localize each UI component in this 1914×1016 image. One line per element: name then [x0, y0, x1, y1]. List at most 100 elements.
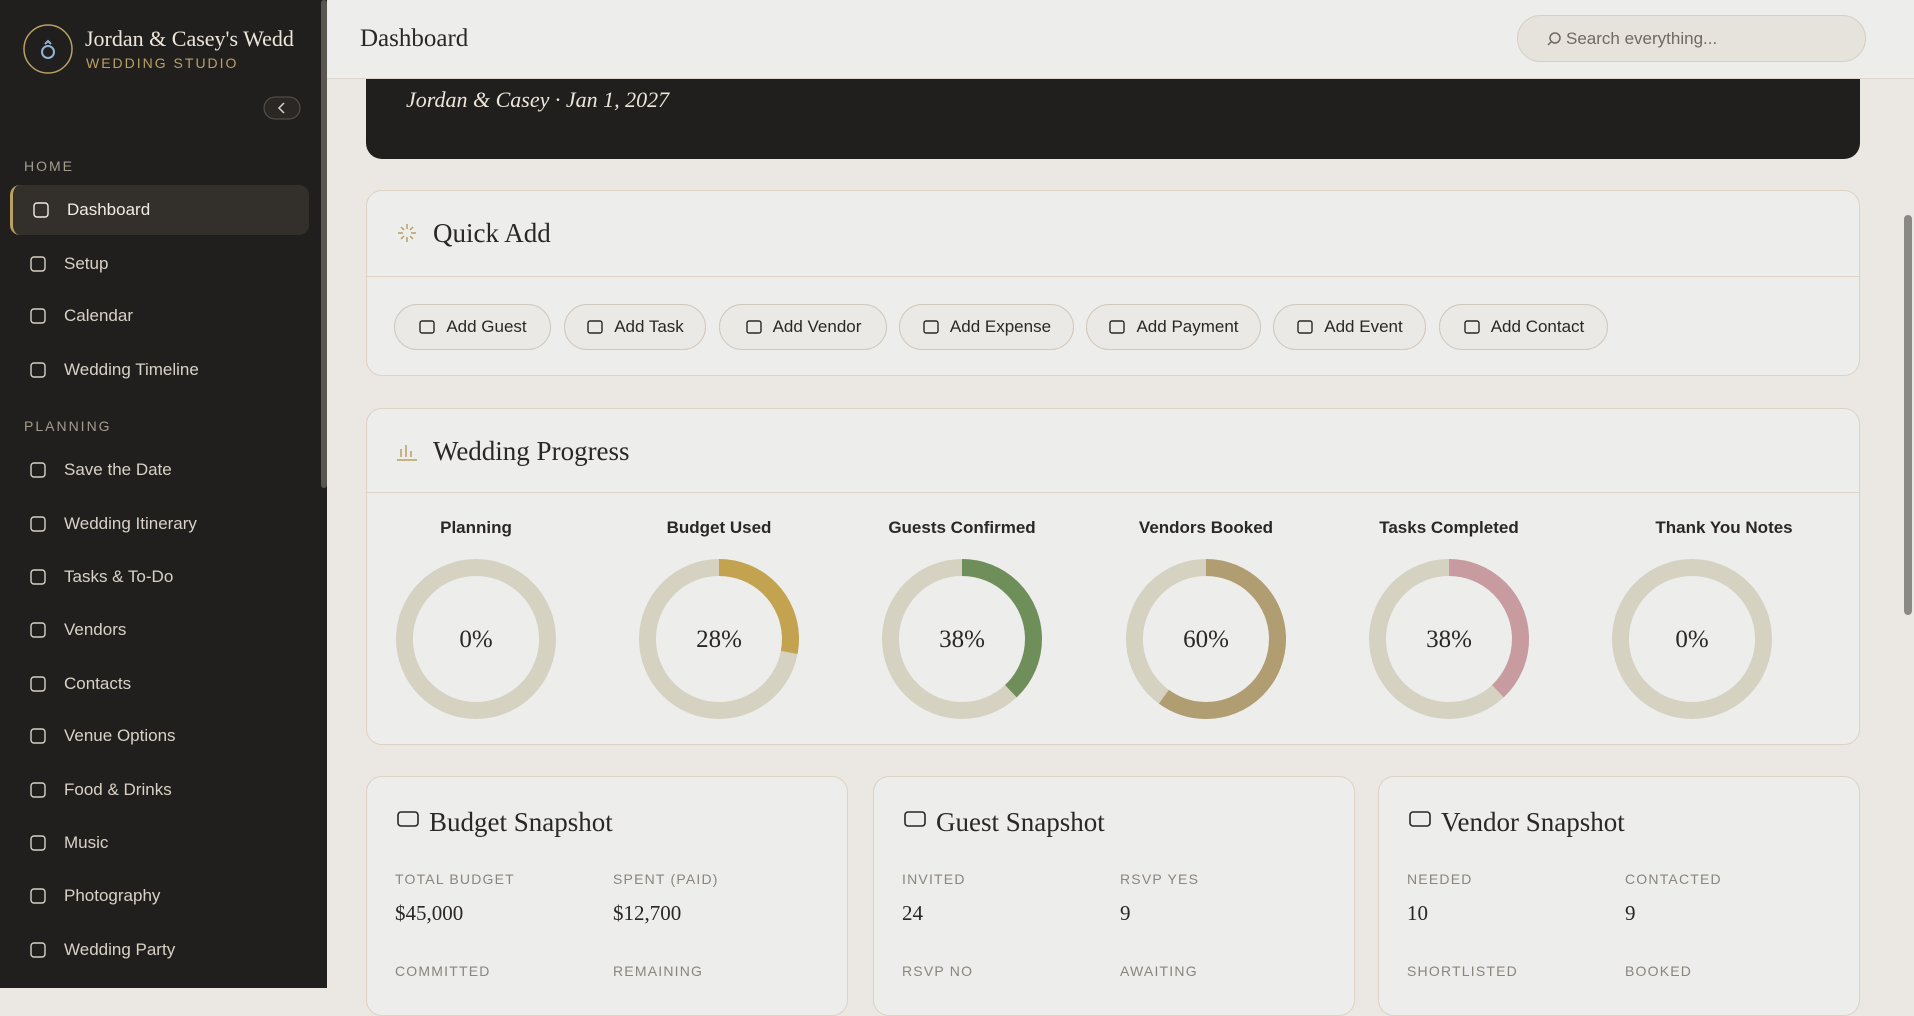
nav-item[interactable]: Setup [10, 239, 309, 289]
quick-add-button[interactable]: Add Contact [1439, 304, 1608, 350]
nav-label: Contacts [64, 674, 132, 693]
search-placeholder: Search everything... [1566, 28, 1718, 48]
donut-label: Guests Confirmed [888, 518, 1035, 537]
donut-label: Budget Used [667, 518, 772, 537]
button-icon [587, 320, 603, 334]
field-label: BOOKED [1625, 963, 1693, 979]
nav-label: Vendors [64, 620, 127, 639]
card-header [367, 409, 1859, 493]
nav-item[interactable]: Music [10, 818, 309, 868]
button-icon [1464, 320, 1480, 334]
nav-label: Wedding Timeline [64, 360, 199, 379]
quick-add-button[interactable]: Add Expense [899, 304, 1074, 350]
nav-icon [30, 516, 46, 532]
donut-label: Thank You Notes [1655, 518, 1792, 537]
nav-item[interactable]: Venue Options [10, 711, 309, 761]
field-value: $12,700 [613, 901, 682, 925]
nav-icon [30, 362, 46, 378]
nav-item[interactable]: Dashboard [10, 185, 309, 235]
icon [398, 224, 416, 242]
nav-icon [30, 782, 46, 798]
card-icon [1408, 807, 1432, 834]
field-label: RSVP NO [902, 963, 974, 979]
button-icon [1109, 320, 1126, 334]
nav-item[interactable]: Contacts [10, 659, 309, 709]
field-label: TOTAL BUDGET [395, 871, 515, 887]
nav-label: Dashboard [67, 200, 151, 219]
donut-arc [639, 559, 799, 719]
main-scrollbar [1904, 215, 1912, 615]
button-label: Add Payment [1136, 317, 1239, 336]
button-icon [923, 320, 939, 334]
donut-label: Planning [440, 518, 512, 537]
nav-item[interactable]: Save the Date [10, 445, 309, 495]
nav-icon [30, 622, 46, 638]
topbar: Dashboard Search everything... [327, 0, 1914, 79]
donut-arc [1126, 559, 1286, 719]
card-icon [903, 807, 927, 834]
donut-arc [1369, 559, 1529, 719]
nav-label: Wedding Party [64, 940, 176, 959]
field-label: COMMITTED [395, 963, 491, 979]
page-title: Dashboard [360, 25, 469, 52]
sidebar: Jordan & Casey's Wedd WEDDING STUDIO HOM… [0, 0, 327, 988]
nav-item[interactable]: Food & Drinks [10, 765, 309, 815]
hero-subtitle: Jordan & Casey · Jan 1, 2027 [406, 87, 670, 112]
button-icon [1297, 320, 1313, 334]
button-label: Add Task [614, 317, 684, 336]
nav-section: PLANNING [24, 418, 112, 434]
quick-add-button[interactable]: Add Guest [394, 304, 551, 350]
nav-item[interactable]: Vendors [10, 605, 309, 655]
search-box[interactable]: Search everything... [1517, 15, 1866, 62]
nav-label: Wedding Itinerary [64, 514, 197, 533]
button-label: Add Vendor [772, 317, 862, 336]
quick-add-button[interactable]: Add Task [564, 304, 706, 350]
button-label: Add Event [1324, 317, 1403, 336]
field-value: 10 [1407, 901, 1428, 925]
nav-icon [30, 835, 46, 851]
collapse-button[interactable] [263, 96, 301, 120]
card-icon [396, 807, 420, 834]
nav-item[interactable]: Wedding Party [10, 925, 309, 975]
nav-item[interactable]: Photography [10, 871, 309, 921]
nav-icon [33, 202, 49, 218]
button-label: Add Expense [949, 317, 1052, 336]
nav-label: Calendar [64, 306, 133, 325]
field-label: SPENT (PAID) [613, 871, 719, 887]
quick-add-button[interactable]: Add Event [1273, 304, 1426, 350]
studio-subtitle: WEDDING STUDIO [86, 55, 239, 71]
donut-track [396, 559, 556, 719]
card-title: Wedding Progress [433, 436, 630, 466]
nav-icon [30, 308, 46, 324]
nav-label: Setup [64, 254, 109, 273]
nav-item[interactable]: Tasks & To-Do [10, 552, 309, 602]
card-title: Vendor Snapshot [1441, 807, 1625, 837]
snapshot-card: Vendor Snapshot NEEDED 10 CONTACTED 9 SHORTLI… [1378, 776, 1860, 1016]
field-value: 9 [1625, 901, 1636, 925]
quick-add-button[interactable]: Add Vendor [719, 304, 887, 350]
donut-arc [882, 559, 1042, 719]
card-title: Budget Snapshot [429, 807, 613, 837]
nav-item[interactable]: Wedding Itinerary [10, 499, 309, 549]
progress-card: Wedding Progress Planning 0% Budget Used 28… [366, 408, 1860, 745]
field-label: REMAINING [613, 963, 704, 979]
progress-donuts: Planning 0% Budget Used 28% Guests Confirmed… [396, 518, 1793, 719]
field-label: RSVP YES [1120, 871, 1200, 887]
donut-value: 60% [1183, 626, 1229, 653]
icon [397, 445, 417, 461]
scrollbar [321, 0, 327, 488]
field-label: SHORTLISTED [1407, 963, 1518, 979]
nav-icon [30, 728, 46, 744]
quick-add-card: Quick Add Add Guest Add Task Add Vendor Add… [366, 190, 1860, 376]
donut-track [1612, 559, 1772, 719]
donut-value: 38% [1426, 626, 1472, 653]
studio-title: Jordan & Casey's Wedd [85, 26, 294, 51]
field-label: INVITED [902, 871, 966, 887]
quick-add-button[interactable]: Add Payment [1086, 304, 1261, 350]
nav-item[interactable]: Wedding Timeline [10, 345, 309, 395]
nav-section: HOME [24, 158, 74, 174]
nav-item[interactable]: Calendar [10, 291, 309, 341]
nav-icon [30, 888, 46, 904]
nav-icon [30, 256, 46, 272]
